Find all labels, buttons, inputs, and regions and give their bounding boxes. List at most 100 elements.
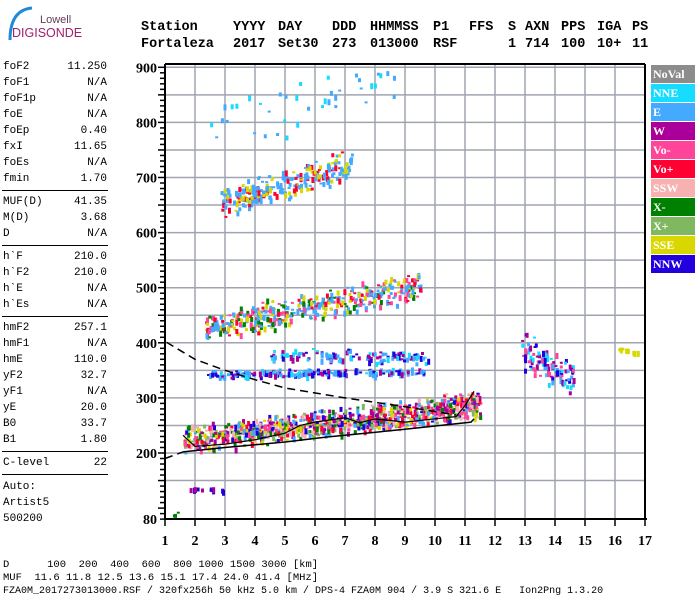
echo-point xyxy=(301,432,304,438)
echo-point xyxy=(330,179,334,184)
echo-point xyxy=(299,419,303,422)
echo-point xyxy=(267,325,271,327)
echo-point xyxy=(388,426,392,432)
echo-point xyxy=(566,385,569,390)
echo-point xyxy=(221,431,225,437)
echo-point xyxy=(323,370,326,375)
echo-point xyxy=(314,310,318,317)
echo-point xyxy=(282,304,286,309)
echo-point xyxy=(373,352,377,357)
echo-point xyxy=(273,350,277,353)
echo-point xyxy=(202,442,206,448)
echo-point xyxy=(395,404,399,411)
echo-point xyxy=(338,415,342,418)
x-tick-label: 14 xyxy=(548,534,562,549)
echo-point xyxy=(376,289,380,293)
echo-point xyxy=(284,375,288,378)
echo-point xyxy=(332,357,336,360)
echo-point xyxy=(379,300,383,305)
echo-point xyxy=(340,151,344,154)
echo-point xyxy=(309,298,313,301)
echo-point xyxy=(353,421,357,424)
legend-item-xplus: X+ xyxy=(651,217,695,235)
echo-point xyxy=(453,399,456,405)
echo-point xyxy=(233,326,237,331)
parameter-value: 22 xyxy=(93,457,107,469)
echo-point xyxy=(527,344,531,347)
parameter-row: foF1p N/A xyxy=(3,91,107,107)
echo-point xyxy=(437,408,441,411)
echo-point xyxy=(262,194,266,197)
echo-point xyxy=(284,170,288,177)
echo-point xyxy=(279,183,283,189)
parameter-row: B1 1.80 xyxy=(3,432,107,448)
header-label: PS xyxy=(632,20,649,35)
echo-point xyxy=(267,310,271,313)
echo-point xyxy=(407,416,411,419)
echo-point xyxy=(382,372,386,375)
echo-point xyxy=(231,320,235,323)
echo-point xyxy=(409,411,413,415)
echo-point xyxy=(228,334,231,337)
echo-point xyxy=(340,420,344,427)
parameter-name: fmin xyxy=(3,173,30,185)
echo-point xyxy=(299,82,303,86)
echo-point xyxy=(287,187,291,189)
echo-point xyxy=(302,412,306,416)
echo-point xyxy=(221,437,225,443)
echo-point xyxy=(295,94,299,101)
echo-point xyxy=(390,277,394,282)
echo-point xyxy=(294,176,298,180)
echo-point xyxy=(411,414,414,420)
echo-point xyxy=(379,359,383,364)
echo-point xyxy=(321,415,325,422)
echo-point xyxy=(219,330,223,337)
parameter-row: foEp 0.40 xyxy=(3,123,107,139)
echo-point xyxy=(416,372,420,375)
echo-point xyxy=(568,364,572,370)
echo-point xyxy=(266,424,269,427)
echo-point xyxy=(278,419,282,422)
echo-point xyxy=(327,166,331,173)
autoscaling-info: Artist5 xyxy=(3,497,50,509)
echo-point xyxy=(205,332,209,339)
echo-point xyxy=(329,90,333,96)
echo-point xyxy=(262,370,266,376)
echo-point xyxy=(259,376,263,381)
echo-point xyxy=(547,366,550,373)
echo-point xyxy=(245,429,249,436)
echo-point xyxy=(249,326,253,331)
echo-point xyxy=(567,378,571,382)
echo-point xyxy=(308,303,312,307)
echo-point xyxy=(401,354,405,357)
echo-point xyxy=(196,438,200,441)
echo-point xyxy=(248,207,251,212)
echo-point xyxy=(426,400,430,405)
echo-point xyxy=(267,420,271,422)
echo-point xyxy=(284,312,288,318)
echo-point xyxy=(259,327,263,330)
echo-point xyxy=(320,409,324,414)
echo-point xyxy=(333,353,337,356)
legend-item-voplus: Vo+ xyxy=(651,160,695,178)
echo-point xyxy=(260,194,264,197)
echo-point xyxy=(278,371,282,375)
echo-point xyxy=(372,352,376,357)
echo-point xyxy=(254,320,258,327)
echo-point xyxy=(358,78,361,83)
echo-point xyxy=(310,372,314,379)
echo-point xyxy=(290,301,294,304)
echo-point xyxy=(213,425,216,431)
echo-point xyxy=(348,423,352,427)
echo-point xyxy=(248,95,252,102)
echo-point xyxy=(244,374,248,381)
echo-point xyxy=(316,371,320,374)
echo-point xyxy=(209,326,213,332)
echo-point xyxy=(303,418,307,421)
parameter-name: h`F2 xyxy=(3,267,30,279)
echo-point xyxy=(382,282,386,287)
echo-point xyxy=(472,398,476,401)
echo-point xyxy=(369,357,373,360)
echo-point xyxy=(370,423,374,429)
echo-point xyxy=(302,295,306,302)
